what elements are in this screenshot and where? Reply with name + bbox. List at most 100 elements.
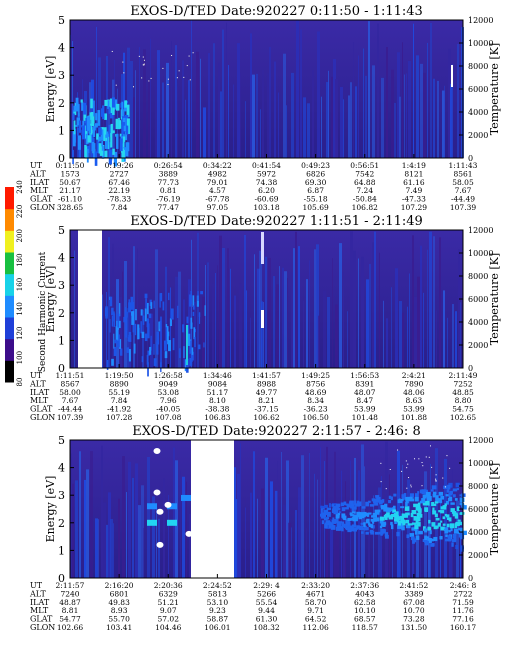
sparse-point [141, 77, 143, 79]
spectrogram-streak [112, 243, 114, 368]
colorbar-swatch [5, 208, 14, 231]
spectrogram-streak [427, 42, 428, 158]
orbit-value: 5813 [208, 589, 227, 598]
spectrogram-streak [168, 494, 169, 578]
intensity-cell [200, 291, 204, 295]
intensity-cell [105, 307, 108, 317]
intensity-cell [449, 523, 455, 529]
intensity-cell [149, 346, 152, 355]
intensity-cell [439, 501, 443, 504]
y-tick-label: 5 [58, 14, 65, 27]
intensity-cell [379, 525, 383, 529]
intensity-cell [369, 504, 375, 507]
y2-tick-label: 0 [468, 364, 473, 373]
intensity-cell [358, 515, 363, 520]
intensity-cell [393, 493, 397, 497]
orbit-value: 2:37:36 [350, 581, 379, 590]
spectrogram-streak [321, 96, 322, 158]
orbit-value: 8.34 [307, 396, 324, 405]
orbit-value: 104.46 [155, 623, 181, 632]
intensity-cell [179, 348, 181, 358]
intensity-cell [321, 520, 325, 525]
spectrogram-streak [220, 91, 222, 158]
orbit-value: -36.23 [304, 405, 328, 414]
spectrogram-streak [348, 95, 350, 158]
intensity-cell [447, 535, 452, 539]
intensity-cell [121, 148, 124, 162]
intensity-cell [354, 500, 357, 506]
intensity-cell [144, 293, 148, 299]
intensity-cell [407, 523, 413, 526]
spectrogram-streak [250, 317, 251, 368]
intensity-cell [95, 113, 98, 121]
orbit-value: 62.58 [354, 598, 376, 607]
intensity-cell [167, 519, 177, 526]
intensity-cell [390, 524, 394, 530]
intensity-cell [393, 511, 399, 516]
intensity-cell [449, 493, 453, 496]
intensity-cell [197, 291, 199, 301]
intensity-cell [367, 512, 372, 515]
intensity-cell [388, 507, 391, 513]
intensity-cell [132, 317, 135, 333]
y2-tick-label: 12000 [468, 16, 493, 25]
spectrogram-streak [213, 43, 215, 158]
intensity-cell [147, 323, 150, 339]
intensity-cell [431, 503, 437, 507]
orbit-value: 4671 [306, 589, 325, 598]
intensity-cell [321, 507, 325, 510]
spectrogram-streak [392, 525, 393, 578]
spectrogram-streak [215, 273, 216, 368]
intensity-cell [118, 117, 120, 130]
intensity-cell [439, 536, 443, 540]
intensity-cell [349, 525, 353, 528]
orbit-value: 11.76 [452, 606, 474, 615]
orbit-value: 4.57 [209, 186, 226, 195]
intensity-cell [100, 129, 104, 141]
spectrogram-streak [108, 492, 111, 578]
data-gap [156, 541, 164, 548]
colorbar-tick-label: 180 [16, 253, 24, 266]
spectrogram-streak [122, 271, 123, 368]
sparse-point [188, 55, 190, 57]
intensity-cell [458, 527, 463, 530]
intensity-cell [101, 140, 103, 147]
orbit-value: 61.16 [403, 178, 425, 187]
intensity-cell [119, 348, 123, 356]
intensity-cell [365, 519, 368, 524]
intensity-cell [349, 512, 353, 516]
y2-tick-label: 10000 [468, 459, 493, 468]
intensity-cell [133, 343, 136, 354]
intensity-cell [192, 295, 195, 307]
orbit-value: -38.38 [205, 405, 229, 414]
intensity-cell [453, 528, 459, 534]
intensity-cell [126, 311, 128, 318]
orbit-row-label: ALT [29, 379, 46, 388]
intensity-cell [447, 497, 452, 502]
orbit-value: 103.41 [106, 623, 132, 632]
intensity-cell [147, 362, 149, 377]
panel-title: EXOS-D/TED Date:920227 2:11:57 - 2:46: 8 [132, 424, 420, 439]
intensity-cell [452, 494, 456, 498]
intensity-cell [76, 117, 81, 126]
sparse-point [418, 458, 420, 460]
intensity-cell [78, 104, 80, 117]
y-tick-label: 2 [58, 97, 65, 110]
sparse-point [435, 480, 437, 482]
y2-tick-label: 4000 [468, 108, 488, 117]
spectrogram-streak [343, 271, 344, 368]
spectrogram-streak [309, 260, 310, 368]
intensity-cell [394, 521, 397, 524]
spectrogram-streak [188, 279, 191, 368]
intensity-cell [349, 504, 355, 507]
intensity-cell [160, 292, 163, 302]
intensity-cell [353, 521, 356, 526]
orbit-value: 4982 [208, 169, 227, 178]
orbit-value: 21.17 [59, 186, 81, 195]
orbit-value: 1:56:53 [350, 371, 379, 380]
spectrogram-streak [416, 527, 419, 578]
intensity-cell [368, 523, 372, 528]
spectrogram-streak [332, 258, 333, 368]
intensity-cell [351, 524, 357, 528]
intensity-cell [414, 496, 419, 502]
